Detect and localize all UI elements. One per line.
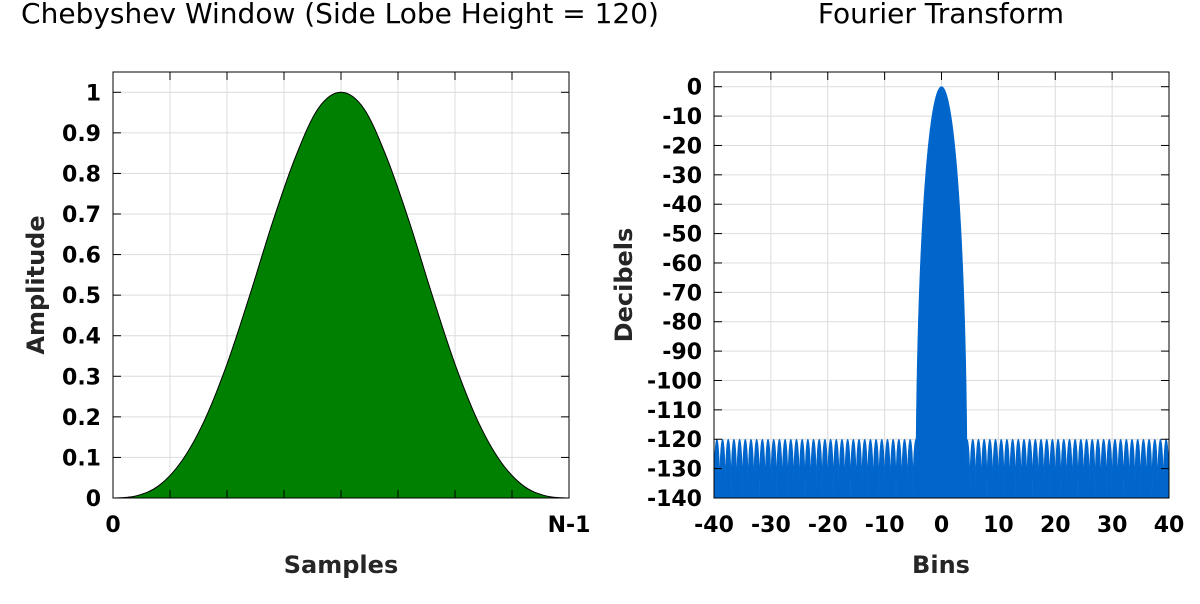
right-xlabel: Bins	[912, 551, 970, 579]
left-ytick-label: 0.7	[62, 203, 101, 228]
right-xtick-label: 10	[983, 513, 1014, 538]
right-ytick-label: -110	[647, 399, 702, 424]
right-ytick-label: -40	[662, 193, 702, 218]
right-xtick-label: -10	[865, 513, 905, 538]
left-ytick-label: 0.1	[62, 446, 101, 471]
right-ytick-label: -20	[662, 134, 702, 159]
left-chart-title: Chebyshev Window (Side Lobe Height = 120…	[21, 0, 659, 30]
right-chart-title: Fourier Transform	[818, 0, 1064, 30]
left-ylabel: Amplitude	[22, 215, 50, 354]
right-ytick-label: -130	[647, 458, 702, 483]
right-ytick-label: -50	[662, 223, 702, 248]
left-ytick-label: 0.2	[62, 406, 101, 431]
right-ylabel: Decibels	[610, 228, 638, 343]
left-ytick-label: 0.3	[62, 365, 101, 390]
left-xlabel: Samples	[284, 551, 398, 579]
left-xtick-label: N-1	[548, 513, 591, 538]
left-ytick-label: 0.5	[62, 284, 101, 309]
right-xtick-label: 30	[1097, 513, 1128, 538]
right-ytick-label: -90	[662, 340, 702, 365]
fourier-transform-chart: Fourier Transform -40 -30 -20 -10 0 10 20 30 400…	[610, 0, 1184, 579]
chebyshev-window-chart: Chebyshev Window (Side Lobe Height = 120…	[21, 0, 659, 579]
left-ytick-label: 0	[86, 487, 101, 512]
left-ytick-label: 1	[86, 81, 101, 106]
right-ytick-label: 0	[687, 76, 702, 101]
right-xtick-label: -40	[694, 513, 734, 538]
left-xtick-label: 0	[105, 513, 120, 538]
right-ytick-label: -140	[647, 487, 702, 512]
right-ytick-label: -30	[662, 164, 702, 189]
left-ytick-label: 0.6	[62, 244, 101, 269]
left-ytick-label: 0.9	[62, 122, 101, 147]
right-ytick-label: -10	[662, 105, 702, 130]
right-xtick-label: -30	[751, 513, 791, 538]
right-xtick-label: 20	[1040, 513, 1071, 538]
left-ytick-label: 0.4	[62, 325, 101, 350]
right-xtick-label: 0	[934, 513, 949, 538]
right-ytick-label: -70	[662, 281, 702, 306]
left-ytick-label: 0.8	[62, 162, 101, 187]
right-ytick-label: -80	[662, 311, 702, 336]
right-xtick-label: -20	[808, 513, 848, 538]
right-ytick-label: -60	[662, 252, 702, 277]
right-xtick-label: 40	[1154, 513, 1185, 538]
right-ytick-label: -120	[647, 428, 702, 453]
right-ytick-label: -100	[647, 369, 702, 394]
